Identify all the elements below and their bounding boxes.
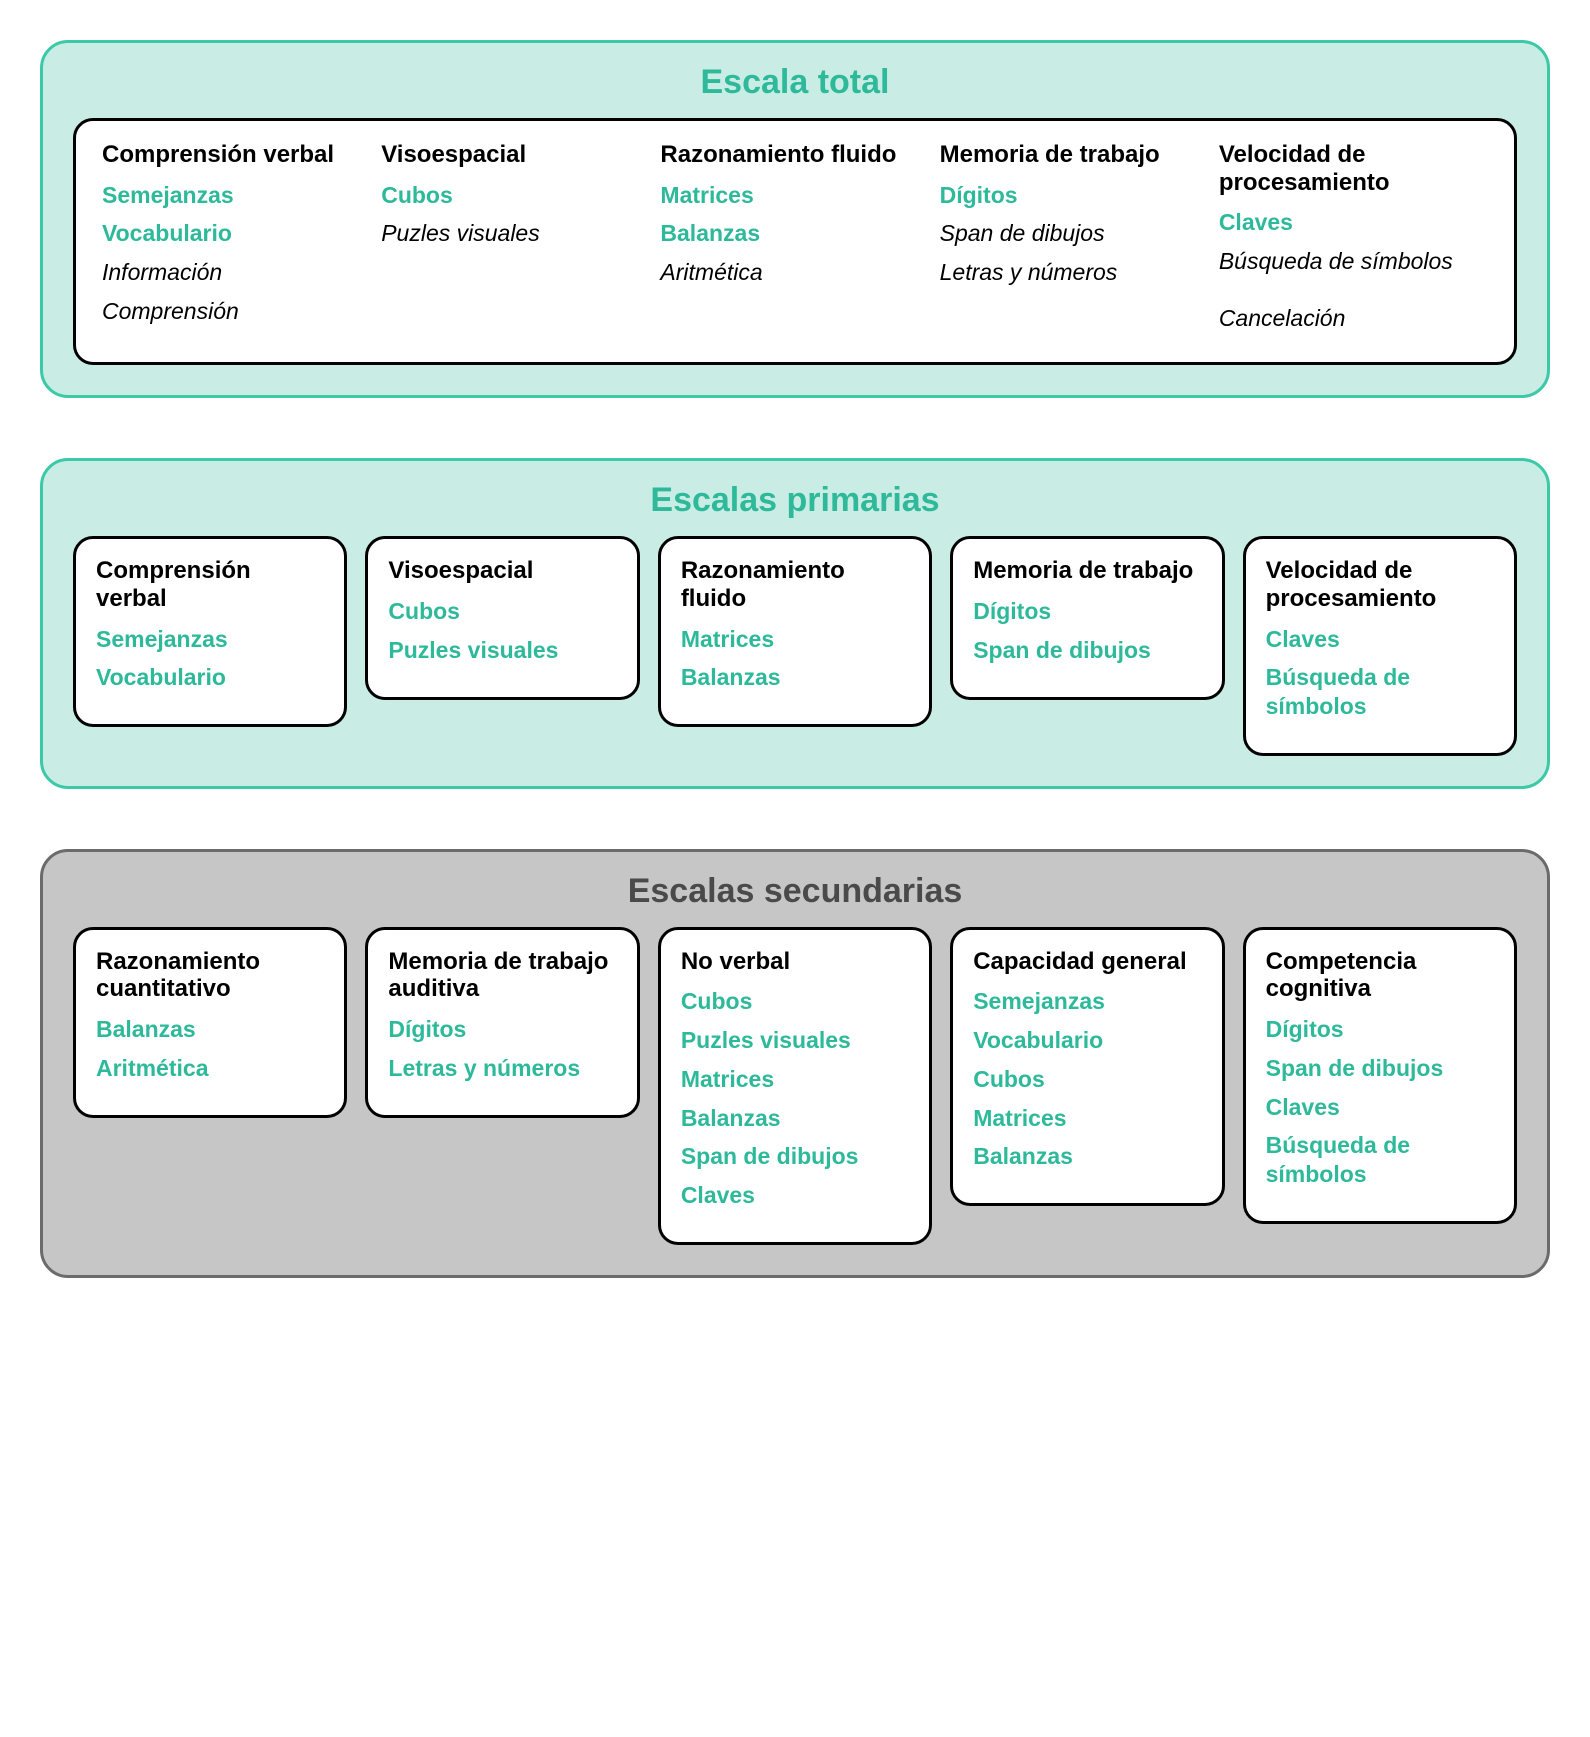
column-item: Balanzas — [681, 1104, 909, 1133]
column-title: Comprensión verbal — [102, 141, 371, 169]
column-item: Matrices — [973, 1104, 1201, 1133]
panel-title: Escala total — [73, 63, 1517, 102]
column-item: Matrices — [660, 181, 929, 210]
column-box: No verbal Cubos Puzles visuales Matrices Bal… — [658, 927, 932, 1245]
column-item: Puzles visuales — [388, 636, 616, 665]
columns-row: Comprensión verbal Semejanzas Vocabulario V… — [73, 536, 1517, 755]
column-item: Dígitos — [388, 1015, 616, 1044]
column-item: Semejanzas — [96, 625, 324, 654]
column-item: Cubos — [681, 987, 909, 1016]
column-item: Vocabulario — [973, 1026, 1201, 1055]
column-title: Comprensión verbal — [96, 557, 324, 612]
column-box: Capacidad general Semejanzas Vocabulario Cu… — [950, 927, 1224, 1206]
column-title: Competencia cognitiva — [1266, 948, 1494, 1003]
column-item: Búsqueda de símbolos — [1219, 247, 1488, 276]
column-item: Balanzas — [96, 1015, 324, 1044]
column-item: Claves — [681, 1181, 909, 1210]
column-item: Búsqueda de símbolos — [1266, 663, 1494, 721]
column-box: Comprensión verbal Semejanzas Vocabulario I… — [102, 141, 371, 336]
column-item: Claves — [1266, 625, 1494, 654]
column-title: Visoespacial — [388, 557, 616, 585]
column-title: Memoria de trabajo — [940, 141, 1209, 169]
diagram-root: Escala total Comprensión verbal Semejanzas… — [40, 40, 1550, 1278]
column-title: Razonamiento fluido — [660, 141, 929, 169]
column-item: Puzles visuales — [681, 1026, 909, 1055]
column-item: Semejanzas — [973, 987, 1201, 1016]
column-box: Memoria de trabajo Dígitos Span de dibujos — [950, 536, 1224, 699]
column-box: Memoria de trabajo Dígitos Span de dibujos… — [940, 141, 1209, 297]
column-item: Dígitos — [940, 181, 1209, 210]
column-box: Visoespacial Cubos Puzles visuales — [381, 141, 650, 258]
column-item: Letras y números — [388, 1054, 616, 1083]
column-item: Comprensión — [102, 297, 371, 326]
column-box: Razonamiento cuantitativo Balanzas Aritmét… — [73, 927, 347, 1118]
column-box: Velocidad de procesamiento Claves Búsqueda… — [1243, 536, 1517, 755]
column-title: Velocidad de procesamiento — [1219, 141, 1488, 196]
column-item: Vocabulario — [102, 219, 371, 248]
column-item: Matrices — [681, 1065, 909, 1094]
column-item: Aritmética — [660, 258, 929, 287]
column-box: Competencia cognitiva Dígitos Span de dibu… — [1243, 927, 1517, 1224]
column-title: Visoespacial — [381, 141, 650, 169]
column-title: Velocidad de procesamiento — [1266, 557, 1494, 612]
column-item: Claves — [1219, 208, 1488, 237]
column-item: Cubos — [381, 181, 650, 210]
columns-row: Razonamiento cuantitativo Balanzas Aritmét… — [73, 927, 1517, 1245]
column-item: Información — [102, 258, 371, 287]
panel-primarias: Escalas primarias Comprensión verbal Semej… — [40, 458, 1550, 788]
column-item: Matrices — [681, 625, 909, 654]
column-title: Razonamiento cuantitativo — [96, 948, 324, 1003]
column-item: Cubos — [973, 1065, 1201, 1094]
column-item: Span de dibujos — [973, 636, 1201, 665]
column-item: Letras y números — [940, 258, 1209, 287]
column-title: No verbal — [681, 948, 909, 976]
column-box: Visoespacial Cubos Puzles visuales — [365, 536, 639, 699]
column-item: Búsqueda de símbolos — [1266, 1131, 1494, 1189]
column-item: Aritmética — [96, 1054, 324, 1083]
column-item: Puzles visuales — [381, 219, 650, 248]
column-item: Balanzas — [660, 219, 929, 248]
panel-total: Escala total Comprensión verbal Semejanzas… — [40, 40, 1550, 398]
column-item: Balanzas — [681, 663, 909, 692]
column-item: Dígitos — [1266, 1015, 1494, 1044]
column-box: Memoria de trabajo auditiva Dígitos Letras… — [365, 927, 639, 1118]
panel-title: Escalas primarias — [73, 481, 1517, 520]
panel-title: Escalas secundarias — [73, 872, 1517, 911]
columns-box: Comprensión verbal Semejanzas Vocabulario I… — [73, 118, 1517, 365]
column-item: Span de dibujos — [681, 1142, 909, 1171]
column-box: Razonamiento fluido Matrices Balanzas — [658, 536, 932, 727]
column-box: Comprensión verbal Semejanzas Vocabulario — [73, 536, 347, 727]
column-title: Memoria de trabajo auditiva — [388, 948, 616, 1003]
column-item: Cancelación — [1219, 304, 1488, 333]
column-item: Claves — [1266, 1093, 1494, 1122]
column-title: Capacidad general — [973, 948, 1201, 976]
column-box: Velocidad de procesamiento Claves Búsqueda… — [1219, 141, 1488, 342]
column-item: Vocabulario — [96, 663, 324, 692]
column-item: Span de dibujos — [1266, 1054, 1494, 1083]
column-item: Semejanzas — [102, 181, 371, 210]
column-item: Cubos — [388, 597, 616, 626]
column-box: Razonamiento fluido Matrices Balanzas Aritm… — [660, 141, 929, 297]
panel-secundarias: Escalas secundarias Razonamiento cuantita… — [40, 849, 1550, 1278]
column-item: Balanzas — [973, 1142, 1201, 1171]
column-title: Memoria de trabajo — [973, 557, 1201, 585]
column-title: Razonamiento fluido — [681, 557, 909, 612]
column-item: Span de dibujos — [940, 219, 1209, 248]
column-item: Dígitos — [973, 597, 1201, 626]
